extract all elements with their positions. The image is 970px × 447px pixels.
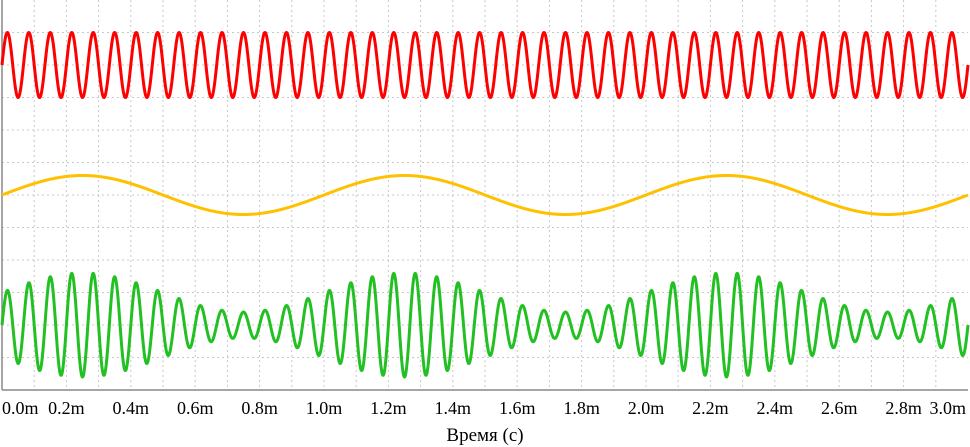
x-axis-label: Время (c) — [446, 425, 523, 446]
x-tick-label: 3.0m — [929, 398, 966, 418]
x-tick-label: 1.0m — [306, 398, 343, 418]
x-tick-label: 2.2m — [692, 398, 729, 418]
x-tick-label: 1.4m — [435, 398, 472, 418]
x-tick-label: 1.8m — [563, 398, 600, 418]
x-tick-labels: 0.0m 0.2m 0.4m 0.6m 0.8m 1.0m 1.2m 1.4m 1.6m 1.8m… — [2, 398, 966, 418]
x-tick-label: 2.0m — [628, 398, 665, 418]
x-tick-label: 0.8m — [241, 398, 278, 418]
series-line-am — [0, 271, 970, 379]
x-tick-label: 2.8m — [885, 398, 922, 418]
series-group — [0, 31, 970, 379]
series-line-modulating — [0, 174, 970, 216]
x-tick-label: 0.6m — [177, 398, 214, 418]
x-tick-label: 0.0m — [2, 398, 39, 418]
x-tick-label: 2.4m — [757, 398, 794, 418]
x-tick-label: 2.6m — [821, 398, 858, 418]
x-tick-label: 0.4m — [113, 398, 150, 418]
x-tick-label: 0.2m — [48, 398, 85, 418]
series-line-carrier — [0, 31, 970, 99]
x-tick-label: 1.6m — [499, 398, 536, 418]
x-tick-label: 1.2m — [370, 398, 407, 418]
